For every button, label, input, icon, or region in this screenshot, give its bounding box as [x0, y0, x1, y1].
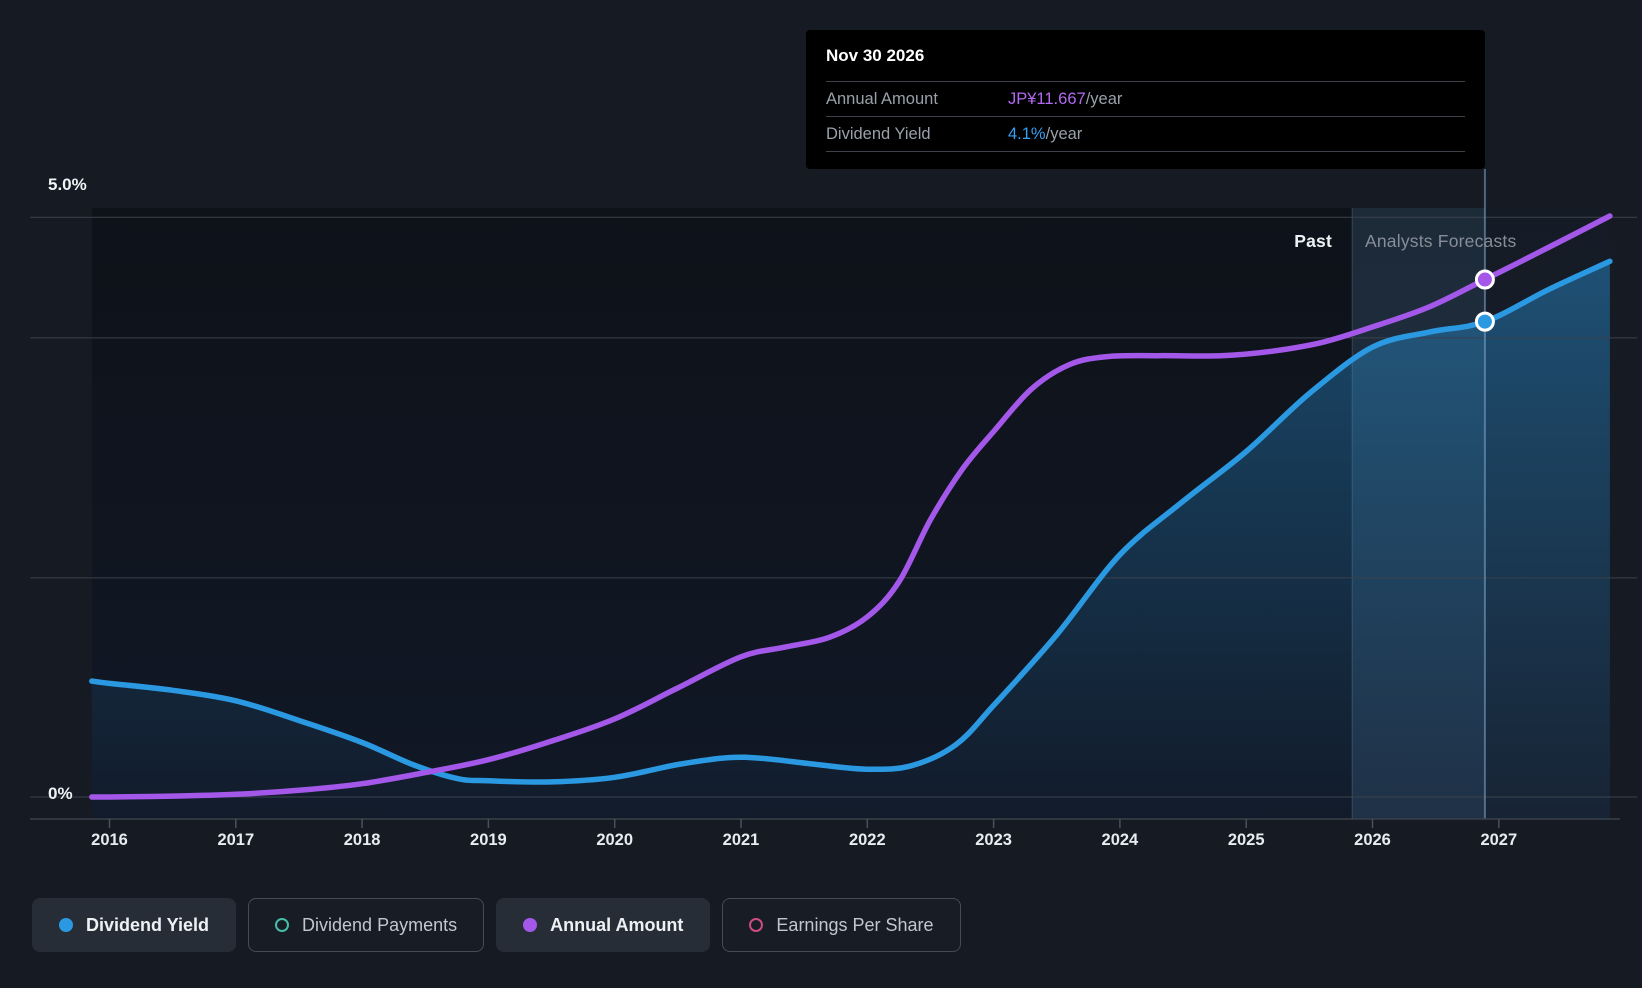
legend-button-dividend-yield[interactable]: Dividend Yield	[32, 898, 237, 952]
annual-amount-line	[89, 213, 1613, 800]
tooltip-annual-amount-value: JP¥11.667	[1008, 89, 1086, 108]
x-tick-label: 2025	[1227, 831, 1265, 849]
y-axis-zero-label: 0%	[48, 784, 73, 803]
legend-label: Annual Amount	[550, 914, 684, 935]
legend-button-earnings-per-share[interactable]: Earnings Per Share	[722, 898, 961, 952]
dividend-yield-area	[91, 261, 1610, 819]
x-tick-label: 2021	[722, 831, 760, 849]
x-tick-label: 2027	[1480, 831, 1518, 849]
x-tick-label: 2018	[343, 831, 381, 849]
tooltip-suffix: /year	[1045, 124, 1083, 143]
annual-amount-dot-icon	[523, 918, 538, 932]
x-tick-label: 2022	[848, 831, 886, 849]
tooltip-label: Annual Amount	[826, 89, 938, 108]
dividend-yield-line	[89, 258, 1613, 785]
legend-button-dividend-payments[interactable]: Dividend Payments	[248, 898, 485, 952]
annual-amount-marker-dot	[1474, 269, 1495, 290]
tooltip-label: Dividend Yield	[826, 124, 931, 143]
x-tick-label: 2024	[1101, 831, 1139, 849]
x-tick-label: 2020	[596, 831, 634, 849]
x-tick-label: 2019	[470, 831, 507, 849]
earnings-per-share-ring-icon	[749, 918, 764, 932]
past-region-label: Past	[1294, 231, 1332, 251]
y-axis-max-label: 5.0%	[48, 175, 87, 194]
chart-tooltip: Nov 30 2026 Annual Amount JP¥11.667 /yea…	[806, 30, 1485, 169]
x-tick-label: 2026	[1354, 831, 1391, 849]
chart-legend: Dividend Yield Dividend Payments Annual …	[32, 898, 961, 952]
x-tick-label: 2016	[91, 831, 128, 849]
legend-button-annual-amount[interactable]: Annual Amount	[496, 898, 711, 952]
legend-label: Dividend Payments	[302, 914, 458, 935]
x-tick-label: 2017	[217, 831, 255, 849]
legend-label: Dividend Yield	[86, 914, 210, 935]
dividend-yield-dot-icon	[59, 918, 73, 932]
forecast-region-label: Analysts Forecasts	[1365, 231, 1517, 251]
tooltip-row-annual-amount: Annual Amount JP¥11.667 /year	[826, 82, 1465, 117]
tooltip-row-dividend-yield: Dividend Yield 4.1% /year	[826, 117, 1465, 152]
dividend-yield-marker-dot	[1474, 311, 1495, 332]
dividend-payments-ring-icon	[275, 918, 290, 932]
legend-label: Earnings Per Share	[776, 914, 934, 935]
x-tick-label: 2023	[975, 831, 1012, 849]
tooltip-dividend-yield-value: 4.1%	[1008, 124, 1046, 143]
tooltip-suffix: /year	[1085, 89, 1123, 108]
tooltip-date: Nov 30 2026	[826, 45, 1465, 82]
